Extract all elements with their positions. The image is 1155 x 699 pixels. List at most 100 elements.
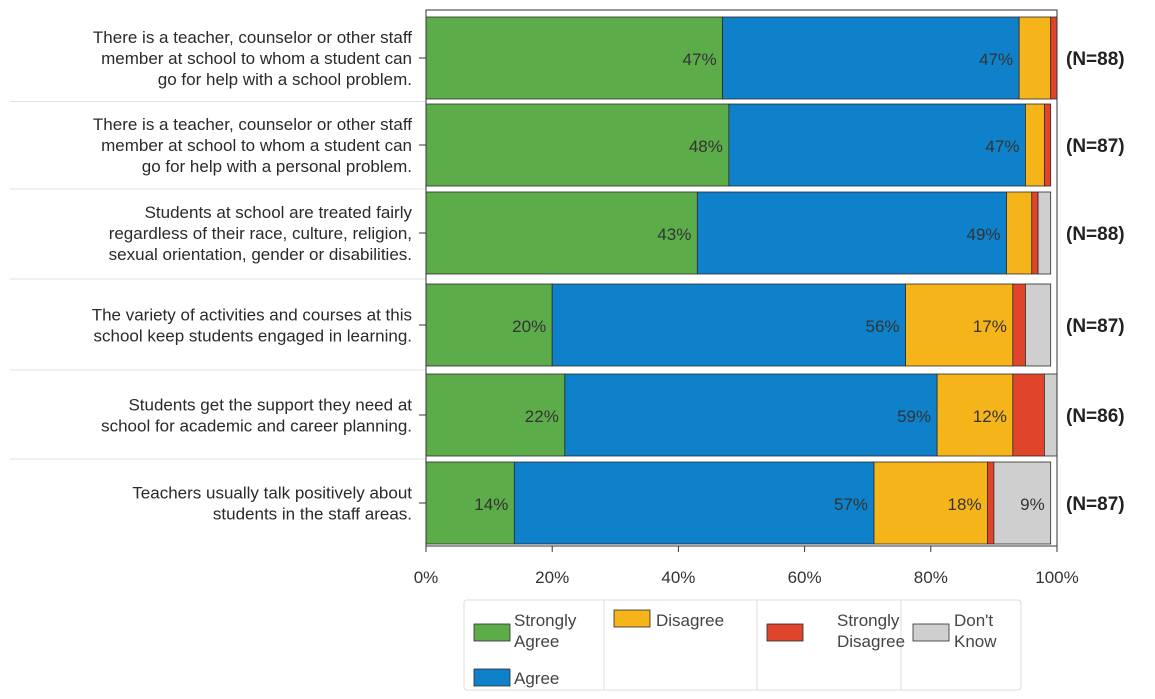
n-label: (N=87) (1066, 494, 1125, 515)
category-label-line: The variety of activities and courses at… (92, 306, 412, 325)
bar-segment (551, 283, 906, 367)
legend-swatch (473, 623, 511, 642)
bar-segment (1012, 283, 1026, 367)
data-label: 47% (683, 50, 717, 69)
x-tick-label: 100% (1035, 568, 1078, 587)
data-label: 14% (474, 495, 508, 514)
plot-frame (425, 9, 1058, 547)
legend-label: Don't Know (954, 611, 997, 651)
category-label-line: There is a teacher, counselor or other s… (93, 115, 412, 134)
category-label: Students at school are treated fairly reg… (109, 203, 413, 264)
data-label: 47% (985, 137, 1019, 156)
bars-layer (425, 16, 1058, 545)
labels-layer: 47% 47% There is a teacher, counselor or o… (92, 28, 1125, 524)
data-label: 49% (966, 225, 1000, 244)
bar-segment (1050, 16, 1058, 100)
legend-label-line: Disagree (837, 632, 905, 651)
legend-label-line: Know (954, 632, 997, 651)
bar-segment (425, 373, 566, 457)
bar-segment (1012, 373, 1045, 457)
data-label: 57% (834, 495, 868, 514)
data-label: 43% (657, 225, 691, 244)
category-label-line: go for help with a school problem. (158, 70, 412, 89)
category-label: There is a teacher, counselor or other s… (93, 115, 412, 176)
legend-swatch (766, 623, 804, 642)
data-label: 59% (897, 407, 931, 426)
bar-segment (1043, 373, 1058, 457)
legend-label: Disagree (656, 611, 724, 630)
data-label: 47% (979, 50, 1013, 69)
bar-segment (425, 16, 723, 100)
bar-segment (513, 461, 875, 545)
bar-segment (1018, 16, 1052, 100)
bar-segment (873, 461, 988, 545)
category-label-line: Students at school are treated fairly (145, 203, 413, 222)
category-label: There is a teacher, counselor or other s… (93, 28, 412, 89)
data-label: 18% (948, 495, 982, 514)
legend: Strongly Agree Agree Disagree Strongly Disagr… (463, 599, 1022, 691)
category-label: The variety of activities and courses at… (92, 306, 412, 346)
data-label: 22% (525, 407, 559, 426)
x-tick-label: 80% (914, 568, 948, 587)
legend-swatch (912, 623, 950, 642)
bar-segment (1025, 103, 1045, 187)
grid-layer (10, 101, 426, 460)
data-label: 48% (689, 137, 723, 156)
bar-segment (1006, 191, 1033, 275)
data-label: 12% (973, 407, 1007, 426)
category-label: Students get the support they need at sch… (101, 396, 412, 436)
data-label: 20% (512, 317, 546, 336)
n-label: (N=88) (1066, 224, 1125, 245)
bar-segment (993, 461, 1052, 545)
bar-segment (425, 461, 515, 545)
bar-segment (425, 103, 730, 187)
legend-label: Strongly Agree (514, 611, 577, 651)
legend-label-line: Strongly (837, 611, 900, 630)
bar-segment (696, 191, 1007, 275)
legend-label-line: Disagree (656, 611, 724, 630)
axis-layer: 0% 20% 40% 60% 80% 100% (414, 9, 1079, 587)
bar-segment (1043, 103, 1052, 187)
category-label: Teachers usually talk positively about st… (132, 484, 412, 524)
category-label-line: member at school to whom a student can (101, 49, 412, 68)
bar-segment (936, 373, 1014, 457)
bar-segment (1037, 191, 1052, 275)
category-label-line: regardless of their race, culture, relig… (109, 224, 412, 243)
category-label-line: school for academic and career planning. (101, 417, 412, 436)
bar-segment (905, 283, 1014, 367)
n-label: (N=87) (1066, 136, 1125, 157)
data-label: 9% (1020, 495, 1045, 514)
x-tick-label: 60% (788, 568, 822, 587)
category-label-line: There is a teacher, counselor or other s… (93, 28, 412, 47)
data-label: 17% (973, 317, 1007, 336)
data-label: 56% (866, 317, 900, 336)
bar-segment (425, 191, 698, 275)
legend-label-line: Strongly (514, 611, 577, 630)
category-label-line: school keep students engaged in learning… (93, 327, 412, 346)
x-tick-label: 40% (661, 568, 695, 587)
category-label-line: member at school to whom a student can (101, 136, 412, 155)
category-label-line: Teachers usually talk positively about (132, 484, 412, 503)
legend-swatch (613, 609, 651, 628)
legend-label: Strongly Disagree (837, 611, 905, 651)
legend-label-line: Agree (514, 669, 559, 688)
n-label: (N=86) (1066, 406, 1125, 427)
legend-label-line: Agree (514, 632, 559, 651)
bar-segment (987, 461, 995, 545)
category-label-line: students in the staff areas. (213, 505, 412, 524)
category-label-line: go for help with a personal problem. (142, 157, 412, 176)
bar-segment (722, 16, 1020, 100)
x-tick-label: 20% (535, 568, 569, 587)
legend-swatch (473, 668, 511, 687)
legend-label: Agree (514, 669, 559, 688)
x-tick-label: 0% (414, 568, 439, 587)
legend-label-line: Don't (954, 611, 993, 630)
legend-box (463, 599, 1022, 691)
category-label-line: sexual orientation, gender or disabiliti… (109, 245, 412, 264)
bar-segment (1025, 283, 1052, 367)
n-label: (N=88) (1066, 49, 1125, 70)
bar-segment (564, 373, 938, 457)
category-label-line: Students get the support they need at (128, 396, 412, 415)
